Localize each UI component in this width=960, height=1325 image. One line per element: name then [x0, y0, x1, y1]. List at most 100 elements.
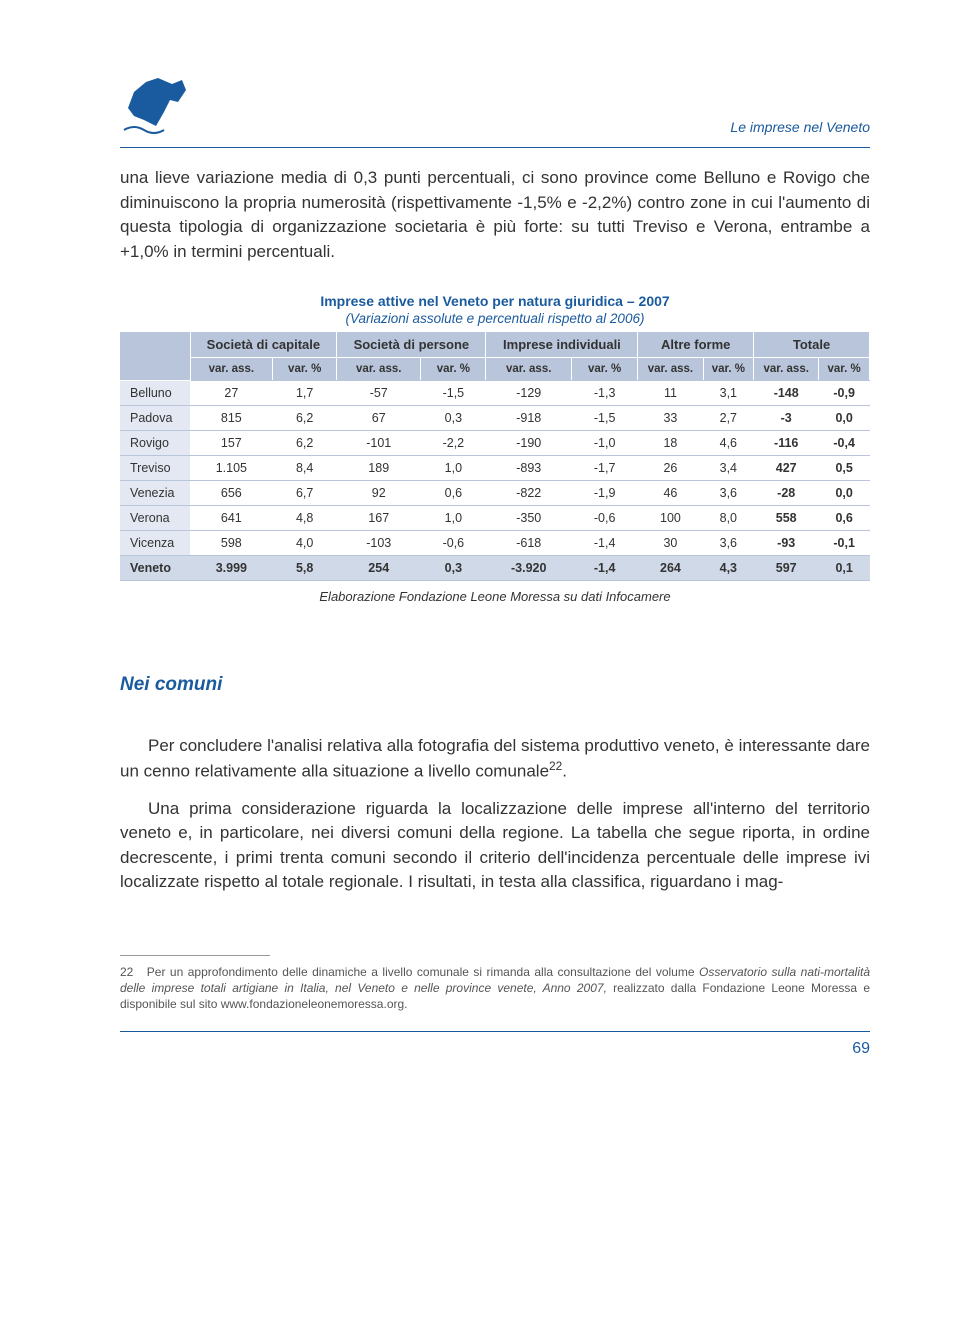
table-sub-header: var. %: [703, 357, 754, 380]
table-cell: 92: [337, 480, 421, 505]
data-table: Società di capitaleSocietà di personeImp…: [120, 332, 870, 581]
table-sub-header: var. %: [273, 357, 337, 380]
table-cell: 598: [190, 530, 273, 555]
table-group-header: Società di capitale: [190, 332, 337, 358]
table-cell: -350: [486, 505, 571, 530]
table-cell: -918: [486, 405, 571, 430]
table-cell: 597: [754, 555, 819, 580]
paragraph-3: Una prima considerazione riguarda la loc…: [120, 797, 870, 896]
table-cell: -0,6: [571, 505, 637, 530]
table-sub-header: var. ass.: [486, 357, 571, 380]
table-sub-header: var. ass.: [638, 357, 703, 380]
table-cell: 8,4: [273, 455, 337, 480]
table-cell: -618: [486, 530, 571, 555]
table-cell: -893: [486, 455, 571, 480]
table-cell: 3.999: [190, 555, 273, 580]
table-cell: 167: [337, 505, 421, 530]
table-row: Vicenza5984,0-103-0,6-618-1,4303,6-93-0,…: [120, 530, 870, 555]
table-cell: -1,5: [571, 405, 637, 430]
table-cell: 46: [638, 480, 703, 505]
table-cell: 4,8: [273, 505, 337, 530]
footer-rule: [120, 1031, 870, 1032]
table-cell: 3,4: [703, 455, 754, 480]
table-cell: 67: [337, 405, 421, 430]
table-cell: 100: [638, 505, 703, 530]
table-cell: -190: [486, 430, 571, 455]
table-cell: -148: [754, 380, 819, 405]
table-cell: 4,0: [273, 530, 337, 555]
table-cell: -2,2: [421, 430, 486, 455]
table-group-header: Società di persone: [337, 332, 486, 358]
table-cell: -0,1: [819, 530, 870, 555]
table-subtitle: (Variazioni assolute e percentuali rispe…: [120, 311, 870, 326]
table-cell: 0,1: [819, 555, 870, 580]
table-cell: -57: [337, 380, 421, 405]
table-cell: 4,6: [703, 430, 754, 455]
table-cell: -1,3: [571, 380, 637, 405]
table-cell: 1,0: [421, 455, 486, 480]
table-cell: -129: [486, 380, 571, 405]
region-logo-icon: [120, 70, 192, 135]
table-row: Veneto3.9995,82540,3-3.920-1,42644,35970…: [120, 555, 870, 580]
table-cell: 3,1: [703, 380, 754, 405]
row-label: Verona: [120, 505, 190, 530]
table-cell: 656: [190, 480, 273, 505]
table-cell: -0,4: [819, 430, 870, 455]
table-sub-header: var. ass.: [754, 357, 819, 380]
table-cell: 1,7: [273, 380, 337, 405]
table-cell: 11: [638, 380, 703, 405]
paragraph-2: Per concludere l'analisi relativa alla f…: [120, 734, 870, 785]
row-label: Treviso: [120, 455, 190, 480]
table-row: Venezia6566,7920,6-822-1,9463,6-280,0: [120, 480, 870, 505]
row-label: Belluno: [120, 380, 190, 405]
table-cell: 3,6: [703, 480, 754, 505]
table-sub-header: var. %: [421, 357, 486, 380]
row-label: Veneto: [120, 555, 190, 580]
table-cell: 6,2: [273, 405, 337, 430]
table-cell: -116: [754, 430, 819, 455]
table-cell: -822: [486, 480, 571, 505]
footnote-separator: [120, 955, 270, 956]
table-sub-header: var. ass.: [337, 357, 421, 380]
table-cell: 30: [638, 530, 703, 555]
table-cell: -103: [337, 530, 421, 555]
table-cell: 189: [337, 455, 421, 480]
table-cell: 2,7: [703, 405, 754, 430]
table-cell: 0,3: [421, 555, 486, 580]
table-group-header: Totale: [754, 332, 870, 358]
section-heading: Nei comuni: [120, 674, 870, 696]
table-cell: 0,5: [819, 455, 870, 480]
table-group-header: [120, 332, 190, 381]
table-cell: -0,9: [819, 380, 870, 405]
table-group-header: Altre forme: [638, 332, 754, 358]
table-cell: 641: [190, 505, 273, 530]
table-cell: -93: [754, 530, 819, 555]
table-cell: 33: [638, 405, 703, 430]
table-cell: 254: [337, 555, 421, 580]
table-cell: 6,7: [273, 480, 337, 505]
table-cell: -1,4: [571, 530, 637, 555]
table-cell: 5,8: [273, 555, 337, 580]
row-label: Padova: [120, 405, 190, 430]
table-row: Treviso1.1058,41891,0-893-1,7263,44270,5: [120, 455, 870, 480]
table-cell: -1,7: [571, 455, 637, 480]
table-cell: 157: [190, 430, 273, 455]
table-cell: 18: [638, 430, 703, 455]
row-label: Vicenza: [120, 530, 190, 555]
running-header: Le imprese nel Veneto: [730, 119, 870, 135]
table-group-header: Imprese individuali: [486, 332, 638, 358]
table-cell: 0,3: [421, 405, 486, 430]
table-cell: 0,6: [819, 505, 870, 530]
table-cell: 1,0: [421, 505, 486, 530]
table-cell: 1.105: [190, 455, 273, 480]
table-cell: -1,5: [421, 380, 486, 405]
table-cell: 26: [638, 455, 703, 480]
table-cell: 815: [190, 405, 273, 430]
table-sub-header: var. %: [571, 357, 637, 380]
table-cell: 0,0: [819, 405, 870, 430]
table-cell: 27: [190, 380, 273, 405]
table-cell: 558: [754, 505, 819, 530]
table-row: Belluno271,7-57-1,5-129-1,3113,1-148-0,9: [120, 380, 870, 405]
footnote: 22 Per un approfondimento delle dinamich…: [120, 964, 870, 1013]
table-cell: 8,0: [703, 505, 754, 530]
